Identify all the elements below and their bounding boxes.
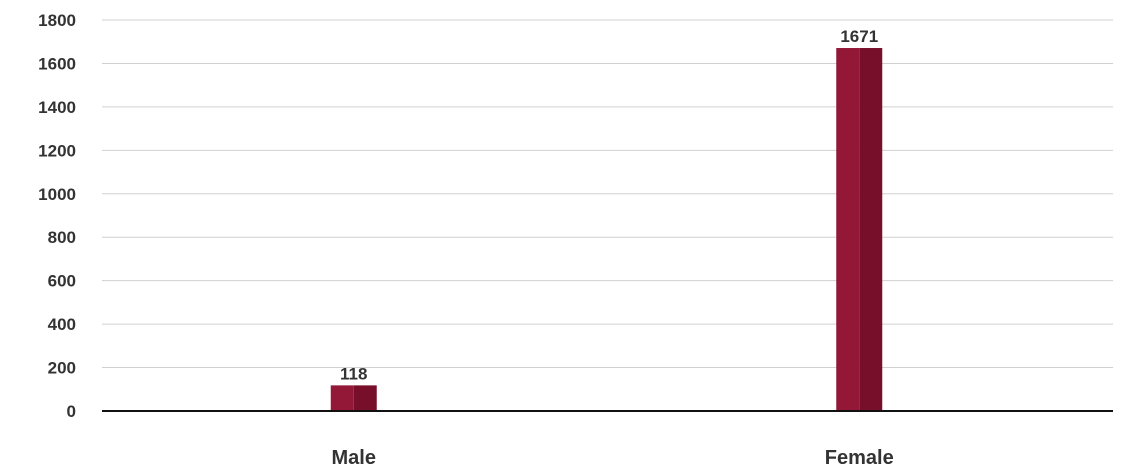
x-axis-categories: Male Female (332, 447, 894, 469)
bar-face-left (836, 48, 860, 411)
bar-male (330, 385, 377, 411)
y-tick-label: 1000 (38, 185, 76, 204)
bar-face-right (353, 385, 377, 411)
y-tick-label: 1800 (38, 11, 76, 30)
data-label: 1671 (840, 27, 878, 46)
x-category-label: Female (825, 447, 894, 469)
data-labels-layer: 118 1671 (340, 27, 878, 383)
bar-female (836, 48, 883, 411)
x-category-label: Male (332, 447, 376, 469)
bar-face-left (330, 385, 354, 411)
y-tick-label: 400 (48, 315, 76, 334)
grid-layer (102, 19, 1113, 369)
y-axis-ticks: 1800 1600 1400 1200 1000 800 600 400 200 0 (38, 11, 76, 421)
y-tick-label: 0 (67, 402, 76, 421)
y-tick-label: 1200 (38, 141, 76, 160)
y-tick-label: 200 (48, 359, 76, 378)
y-tick-label: 1400 (38, 98, 76, 117)
y-tick-label: 1600 (38, 54, 76, 73)
y-tick-label: 800 (48, 228, 76, 247)
y-tick-label: 600 (48, 272, 76, 291)
bars-layer (330, 48, 883, 411)
bar-face-right (859, 48, 883, 411)
data-label: 118 (340, 364, 367, 383)
